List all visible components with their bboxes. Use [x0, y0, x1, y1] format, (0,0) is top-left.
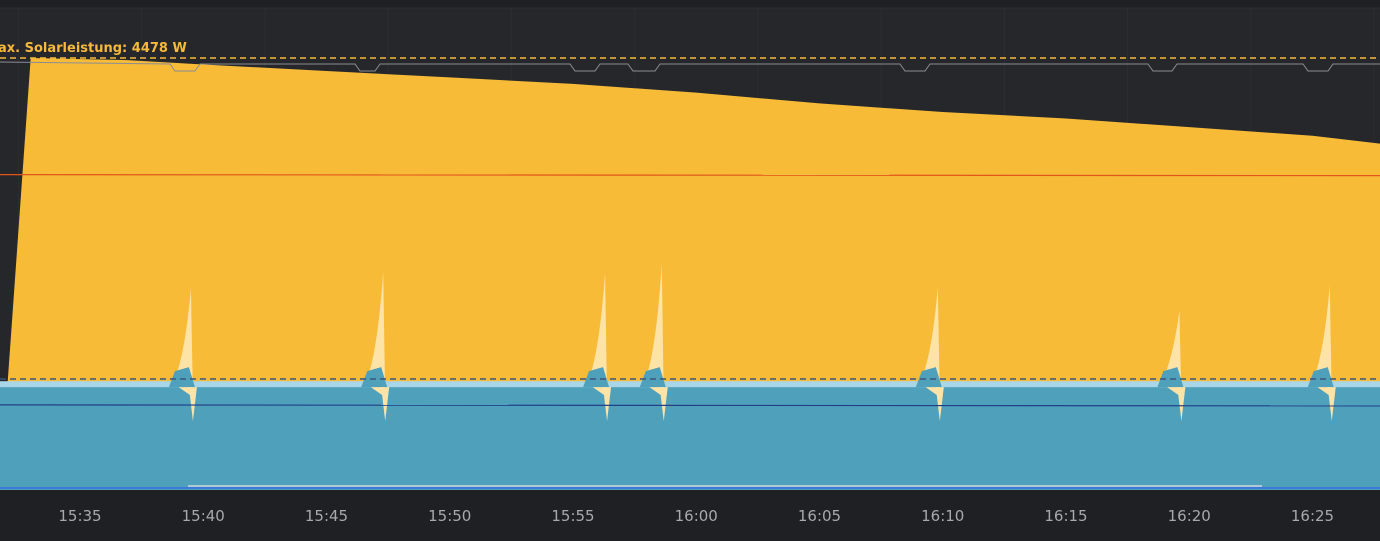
x-tick-label: 15:40	[182, 507, 225, 525]
x-tick-label: 16:25	[1291, 507, 1334, 525]
x-tick-label: 15:45	[305, 507, 348, 525]
solar-spike	[365, 271, 386, 398]
consumption-bump	[1157, 367, 1184, 388]
consumption-bump	[915, 367, 942, 388]
lines	[0, 57, 1380, 489]
consumption-dip	[935, 387, 944, 422]
consumption-dip	[1327, 387, 1336, 422]
x-tick-label: 16:05	[798, 507, 841, 525]
x-tick-label: 15:35	[58, 507, 101, 525]
consumption-dip	[1177, 387, 1186, 422]
x-axis: 15:35 15:40 15:45 15:50 15:55 16:00 16:05 16:10…	[58, 507, 1334, 525]
x-tick-label: 16:10	[921, 507, 964, 525]
solar-spike	[643, 264, 664, 398]
x-tick-label: 16:00	[675, 507, 718, 525]
consumption-area	[0, 387, 1380, 490]
consumption-dip	[659, 387, 668, 422]
consumption-bump	[1307, 367, 1334, 388]
x-tick-label: 15:50	[428, 507, 471, 525]
limit-trace	[0, 61, 1380, 72]
consumption-top-band	[0, 381, 1380, 390]
consumption-bump	[361, 367, 388, 388]
areas	[0, 58, 1380, 490]
max-solar-annotation: ax. Solarleistung: 4478 W	[0, 41, 187, 56]
consumption-dip	[381, 387, 390, 422]
consumption-line	[0, 404, 1380, 407]
x-tick-label: 16:15	[1044, 507, 1087, 525]
reference-line	[0, 174, 1380, 177]
solar-spike	[587, 273, 608, 398]
consumption-bump	[168, 367, 195, 388]
x-tick-label: 16:20	[1168, 507, 1211, 525]
consumption-dip	[188, 387, 197, 422]
consumption-dip	[603, 387, 612, 422]
consumption-bump	[583, 367, 610, 388]
x-tick-label: 15:55	[551, 507, 594, 525]
consumption-bump	[639, 367, 666, 388]
